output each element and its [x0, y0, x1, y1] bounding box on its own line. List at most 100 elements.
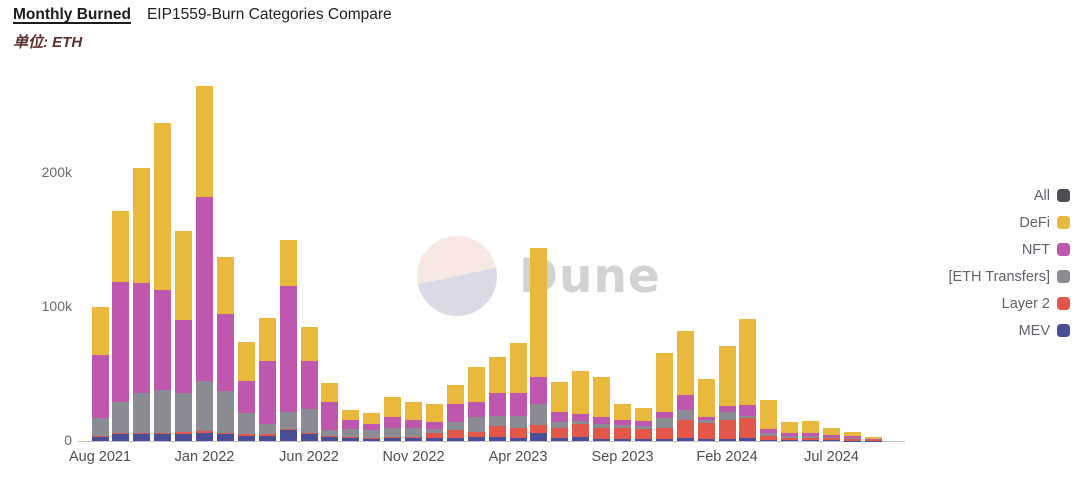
segment-nft-feb-2023[interactable]	[467, 402, 485, 417]
segment-eth-transfers-aug-2021[interactable]	[91, 417, 109, 437]
segment-defi-mar-2023[interactable]	[488, 356, 506, 393]
segment-defi-apr-2022[interactable]	[258, 317, 276, 361]
segment-nft-sep-2022[interactable]	[363, 423, 381, 431]
segment-layer-2-aug-2022[interactable]	[342, 437, 360, 439]
segment-layer-2-apr-2022[interactable]	[258, 434, 276, 436]
segment-mev-mar-2024[interactable]	[739, 438, 757, 441]
segment-eth-transfers-feb-2024[interactable]	[718, 411, 736, 420]
segment-mev-aug-2022[interactable]	[342, 438, 360, 441]
segment-eth-transfers-mar-2024[interactable]	[739, 415, 757, 419]
segment-eth-transfers-may-2023[interactable]	[530, 403, 548, 425]
segment-eth-transfers-nov-2022[interactable]	[405, 427, 422, 437]
bar-mar-2023[interactable]	[488, 356, 506, 441]
segment-layer-2-aug-2021[interactable]	[91, 436, 109, 437]
bar-nov-2023[interactable]	[655, 352, 673, 441]
segment-layer-2-oct-2021[interactable]	[133, 432, 151, 435]
segment-eth-transfers-oct-2021[interactable]	[133, 392, 151, 433]
segment-mev-mar-2022[interactable]	[237, 435, 255, 441]
segment-nft-apr-2023[interactable]	[509, 392, 527, 416]
segment-nft-nov-2022[interactable]	[405, 419, 422, 428]
segment-eth-transfers-nov-2021[interactable]	[154, 390, 172, 433]
segment-layer-2-feb-2024[interactable]	[718, 419, 736, 439]
segment-nft-may-2023[interactable]	[530, 376, 548, 404]
segment-defi-nov-2022[interactable]	[405, 402, 422, 420]
segment-defi-may-2023[interactable]	[530, 248, 548, 377]
segment-defi-apr-2024[interactable]	[760, 399, 778, 429]
segment-eth-transfers-jul-2024[interactable]	[823, 437, 840, 439]
segment-layer-2-dec-2023[interactable]	[676, 419, 694, 439]
segment-layer-2-feb-2023[interactable]	[467, 431, 485, 437]
segment-mev-jan-2022[interactable]	[196, 432, 213, 441]
segment-defi-aug-2021[interactable]	[91, 307, 109, 355]
segment-nft-apr-2022[interactable]	[258, 360, 276, 424]
segment-eth-transfers-sep-2023[interactable]	[614, 424, 631, 428]
segment-defi-jun-2024[interactable]	[802, 420, 820, 433]
segment-layer-2-jul-2022[interactable]	[321, 435, 339, 437]
segment-nft-jul-2023[interactable]	[572, 414, 590, 421]
segment-nft-jan-2024[interactable]	[697, 416, 715, 420]
bar-dec-2023[interactable]	[676, 331, 694, 441]
segment-nft-jun-2024[interactable]	[802, 433, 820, 436]
segment-layer-2-jul-2023[interactable]	[572, 423, 590, 437]
segment-layer-2-feb-2022[interactable]	[216, 432, 234, 435]
segment-eth-transfers-sep-2021[interactable]	[112, 402, 130, 433]
segment-layer-2-jan-2022[interactable]	[196, 430, 213, 433]
segment-nft-dec-2023[interactable]	[676, 395, 694, 411]
segment-nft-dec-2021[interactable]	[175, 320, 193, 393]
segment-mev-mar-2023[interactable]	[488, 436, 506, 441]
segment-mev-feb-2022[interactable]	[216, 434, 234, 441]
bar-feb-2024[interactable]	[718, 345, 736, 441]
segment-mev-feb-2024[interactable]	[718, 439, 736, 441]
segment-nft-may-2024[interactable]	[781, 433, 799, 436]
segment-eth-transfers-may-2024[interactable]	[781, 435, 799, 438]
segment-eth-transfers-feb-2023[interactable]	[467, 416, 485, 432]
segment-mev-nov-2021[interactable]	[154, 434, 172, 441]
bar-apr-2023[interactable]	[509, 343, 527, 441]
segment-mev-jun-2024[interactable]	[802, 440, 820, 441]
segment-defi-aug-2022[interactable]	[342, 410, 360, 420]
segment-eth-transfers-aug-2023[interactable]	[593, 423, 611, 428]
segment-mev-dec-2022[interactable]	[425, 438, 443, 441]
segment-defi-sep-2024[interactable]	[864, 437, 882, 440]
bar-feb-2023[interactable]	[467, 367, 485, 441]
segment-nft-may-2022[interactable]	[279, 285, 297, 412]
segment-defi-oct-2022[interactable]	[384, 396, 402, 417]
segment-layer-2-dec-2022[interactable]	[425, 432, 443, 439]
bar-jun-2022[interactable]	[300, 327, 318, 441]
segment-layer-2-apr-2024[interactable]	[760, 435, 778, 440]
segment-mev-apr-2022[interactable]	[258, 435, 276, 441]
segment-mev-apr-2023[interactable]	[509, 438, 527, 441]
segment-nft-jul-2024[interactable]	[823, 435, 840, 438]
segment-eth-transfers-jun-2024[interactable]	[802, 435, 820, 438]
segment-mev-apr-2024[interactable]	[760, 439, 778, 441]
segment-layer-2-dec-2021[interactable]	[175, 432, 193, 435]
segment-nft-aug-2021[interactable]	[91, 354, 109, 418]
segment-defi-sep-2022[interactable]	[363, 412, 381, 424]
segment-defi-dec-2021[interactable]	[175, 230, 193, 321]
segment-defi-jan-2023[interactable]	[446, 384, 464, 404]
segment-defi-nov-2023[interactable]	[655, 352, 673, 412]
legend-item-all[interactable]: All	[948, 186, 1070, 205]
segment-nft-nov-2021[interactable]	[154, 289, 172, 391]
segment-layer-2-nov-2021[interactable]	[154, 432, 172, 435]
bar-jan-2023[interactable]	[446, 384, 464, 441]
bar-dec-2022[interactable]	[425, 403, 443, 441]
bar-mar-2022[interactable]	[237, 341, 255, 441]
legend-item-eth-transfers[interactable]: [ETH Transfers]	[948, 267, 1070, 286]
bar-sep-2021[interactable]	[112, 210, 130, 441]
segment-eth-transfers-apr-2024[interactable]	[760, 432, 778, 436]
legend-item-mev[interactable]: MEV	[948, 321, 1070, 340]
segment-layer-2-aug-2023[interactable]	[593, 427, 611, 439]
segment-defi-aug-2024[interactable]	[843, 431, 861, 437]
segment-nft-oct-2021[interactable]	[133, 282, 151, 393]
segment-layer-2-apr-2023[interactable]	[509, 427, 527, 439]
segment-layer-2-jan-2024[interactable]	[697, 422, 715, 439]
segment-mev-may-2022[interactable]	[279, 430, 297, 441]
segment-layer-2-may-2023[interactable]	[530, 424, 548, 433]
bar-sep-2022[interactable]	[363, 412, 381, 441]
bar-jul-2024[interactable]	[823, 427, 840, 441]
bar-aug-2024[interactable]	[843, 431, 861, 441]
segment-nft-jul-2022[interactable]	[321, 402, 339, 431]
segment-eth-transfers-feb-2022[interactable]	[216, 391, 234, 433]
bar-may-2023[interactable]	[530, 248, 548, 441]
